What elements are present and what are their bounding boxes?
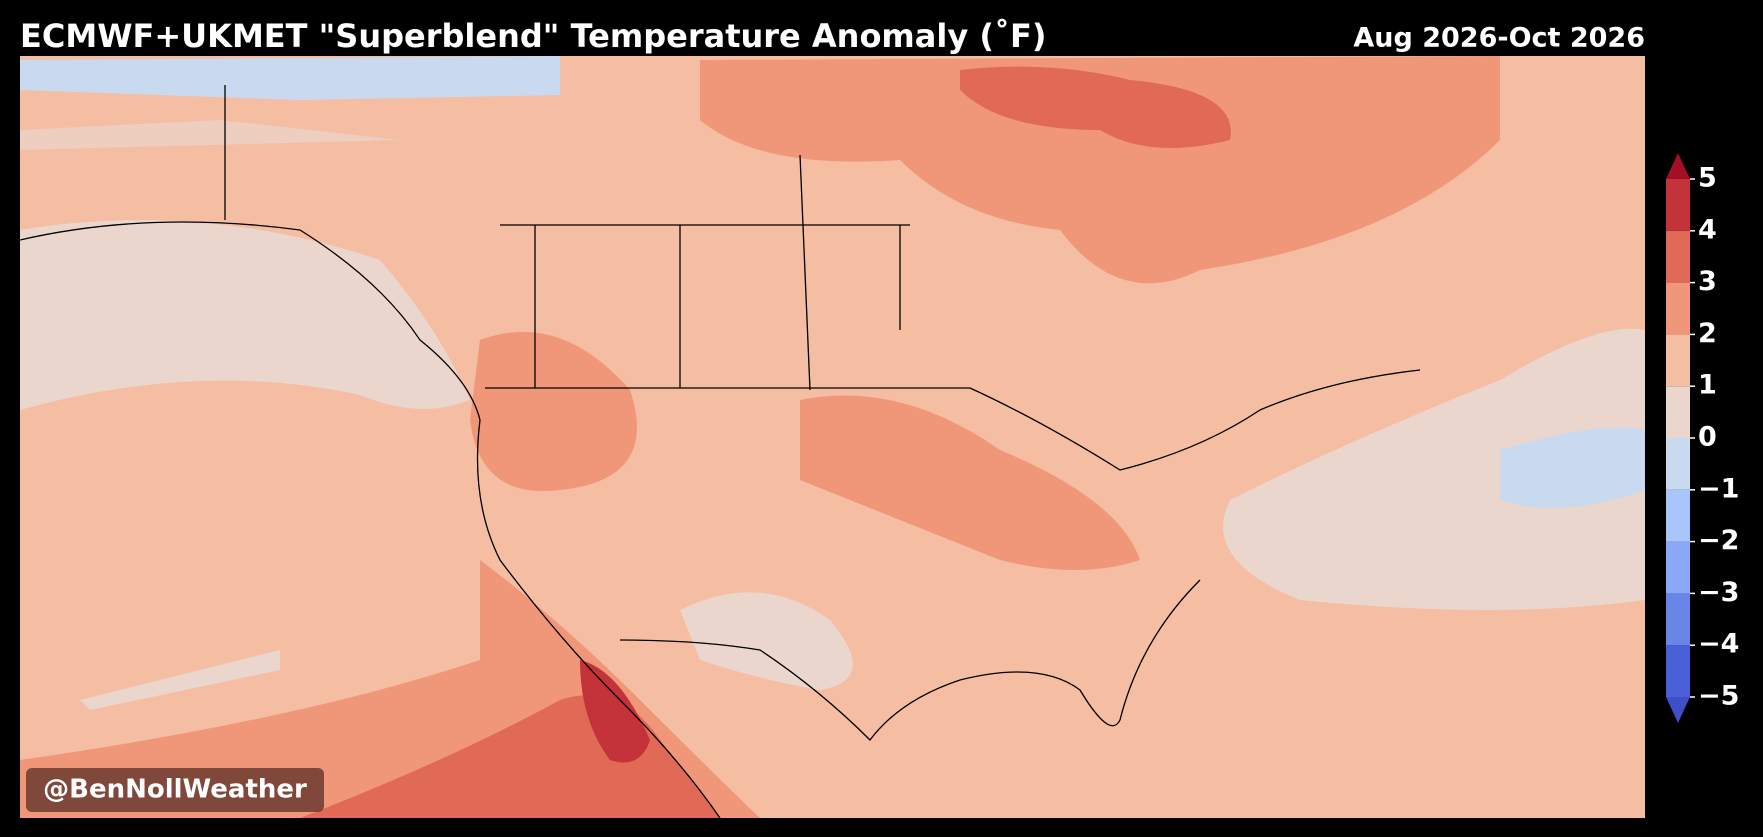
- hottest-region: [580, 660, 650, 763]
- colorbar-tick-label: −2: [1698, 525, 1739, 556]
- neutral-region: [1223, 328, 1645, 610]
- colorbar-tick-label: 5: [1698, 163, 1717, 194]
- neutral-region: [20, 120, 400, 150]
- colorbar-tick-label: −1: [1698, 473, 1739, 504]
- colorbar-over: [1666, 153, 1690, 179]
- colorbar-tick-label: −3: [1698, 577, 1739, 608]
- cool-region: [1500, 427, 1645, 508]
- colorbar-tick-label: 0: [1698, 422, 1717, 453]
- colorbar-tick-label: −4: [1698, 629, 1739, 660]
- neutral-region: [20, 220, 470, 410]
- colorbar-segment: [1666, 386, 1690, 438]
- map-panel: [20, 56, 1645, 818]
- colorbar-segment: [1666, 230, 1690, 283]
- warm-region: [470, 331, 637, 492]
- warm-region: [800, 395, 1140, 570]
- colorbar-segment: [1666, 593, 1690, 646]
- watermark: @BenNollWeather: [43, 775, 307, 805]
- period-label: Aug 2026-Oct 2026: [1353, 23, 1645, 54]
- watermark-box: [26, 768, 324, 812]
- colorbar-segment: [1666, 179, 1690, 231]
- hot-region: [960, 66, 1231, 148]
- neutral-region: [680, 592, 853, 690]
- cool-region: [20, 56, 560, 100]
- colorbar-tick-label: −5: [1698, 681, 1739, 712]
- colorbar-tick-label: 3: [1698, 266, 1717, 297]
- neutral-region: [80, 650, 280, 710]
- colorbar-tick-label: 2: [1698, 318, 1717, 349]
- colorbar-tick-label: 4: [1698, 214, 1717, 245]
- colorbar-segment: [1666, 282, 1690, 335]
- colorbar-segment: [1666, 541, 1690, 594]
- colorbar-segment: [1666, 438, 1690, 490]
- colorbar-segment: [1666, 489, 1690, 542]
- colorbar-under: [1666, 697, 1690, 723]
- borders: [20, 85, 1421, 818]
- colorbar: −5 −4 −3 −2 −1 0 1 2 3 4 5: [1666, 153, 1739, 723]
- warm-region: [700, 56, 1500, 284]
- map-title: ECMWF+UKMET "Superblend" Temperature Ano…: [20, 17, 1046, 55]
- colorbar-segment: [1666, 645, 1690, 697]
- colorbar-segment: [1666, 334, 1690, 387]
- colorbar-tick-label: 1: [1698, 370, 1717, 401]
